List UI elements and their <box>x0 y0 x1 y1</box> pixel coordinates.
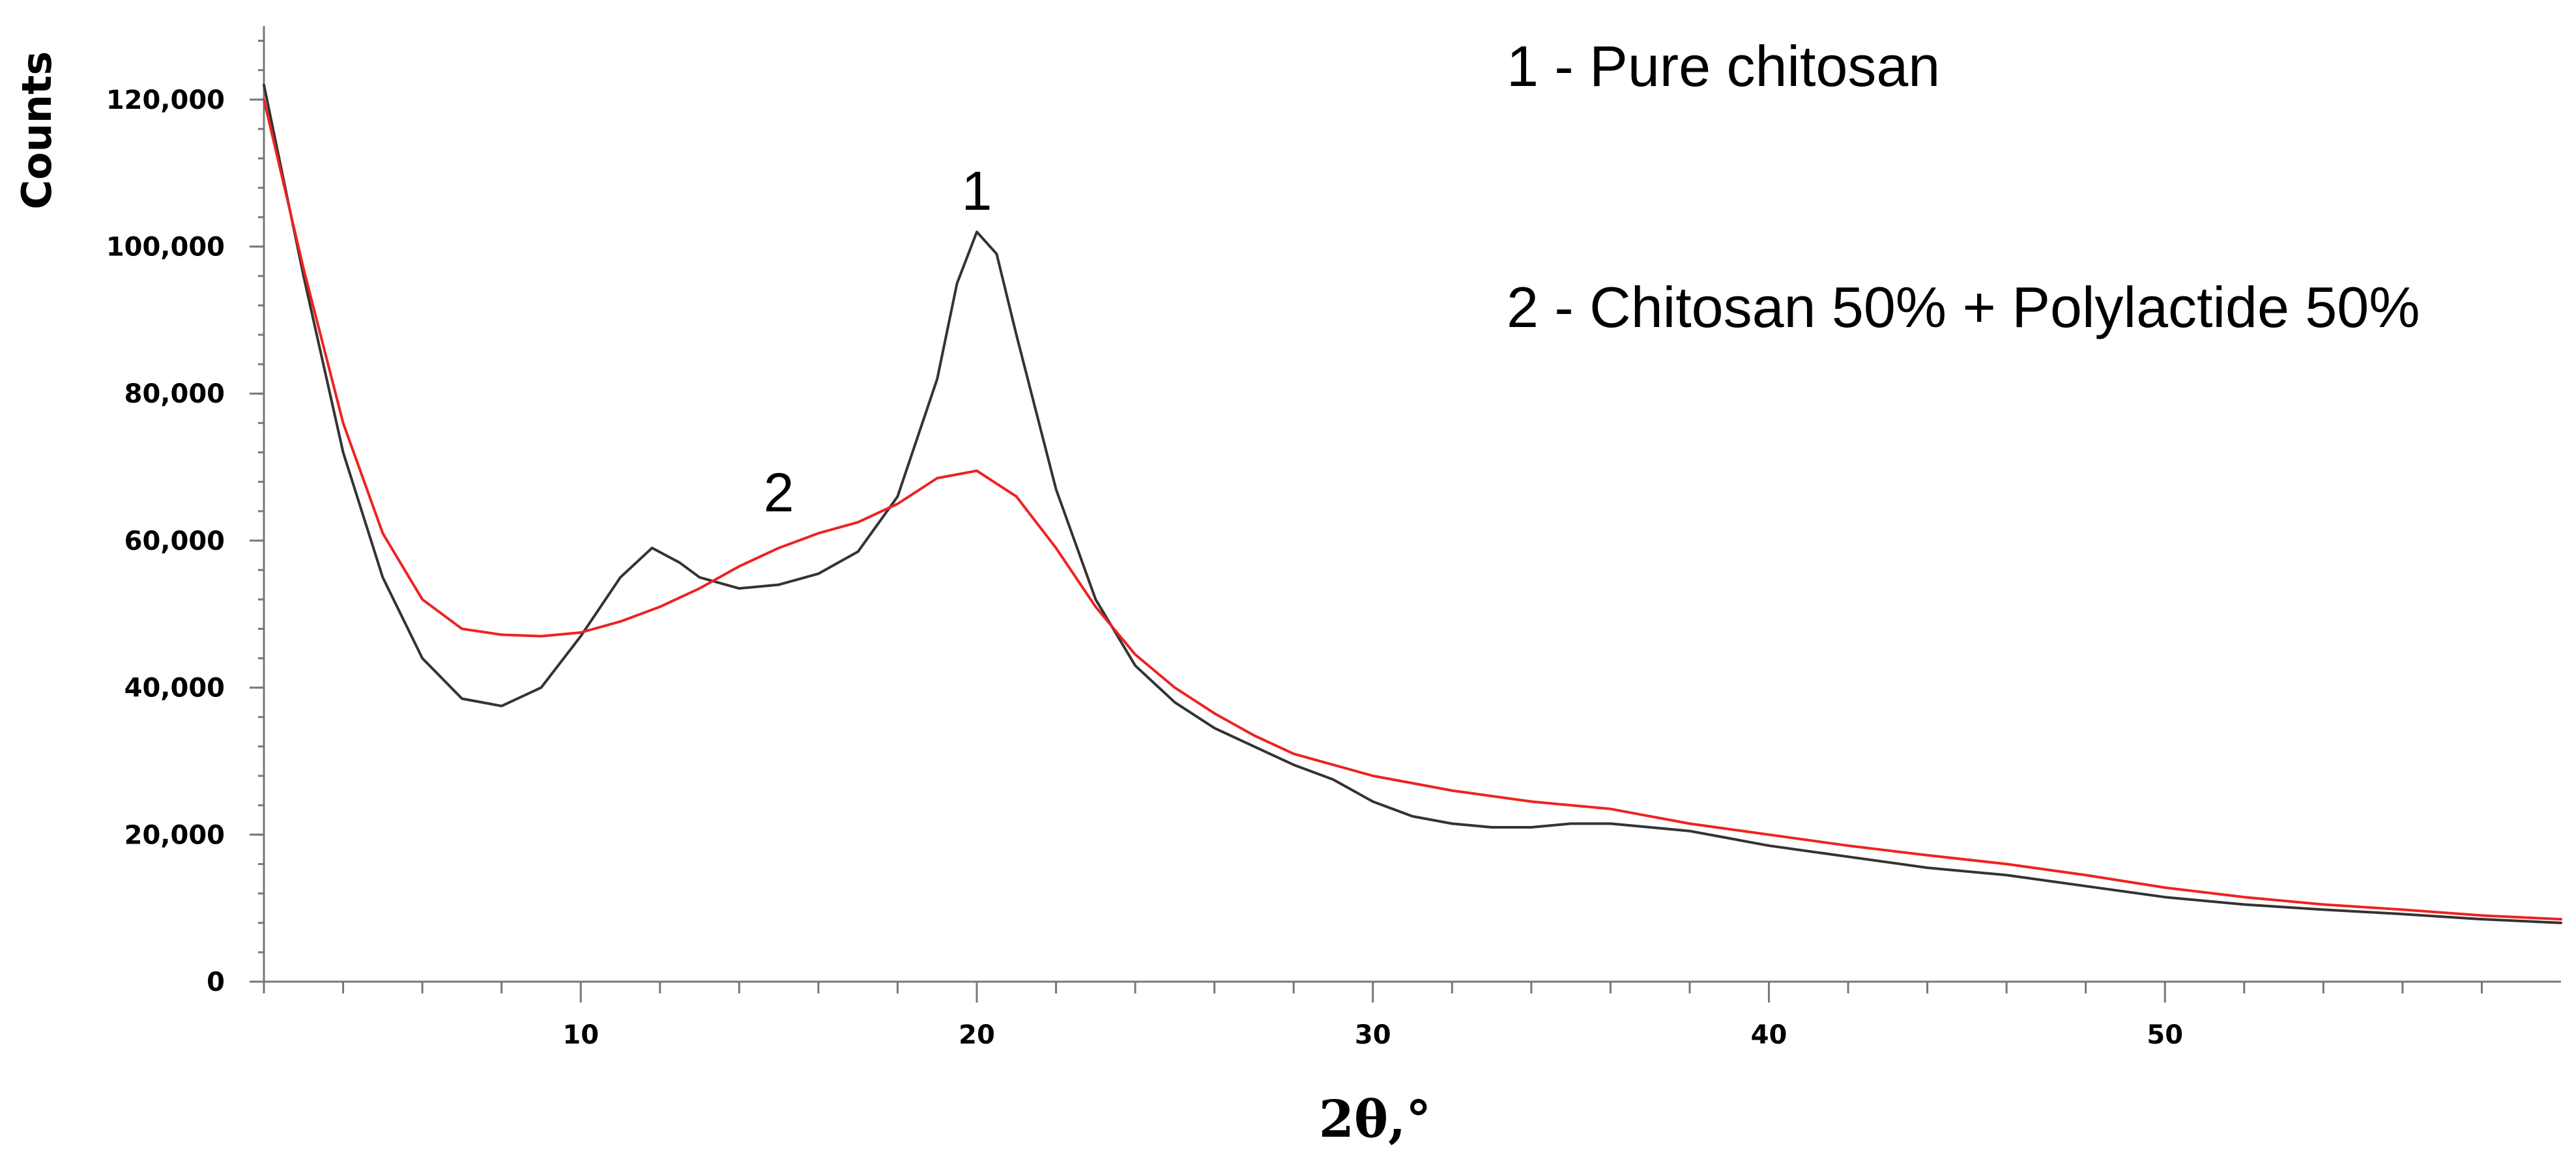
x-tick-labels: 10 20 30 40 50 <box>562 1020 2183 1050</box>
x-minor-ticks <box>263 982 2483 993</box>
y-major-ticks <box>250 98 264 983</box>
curve-label-2: 2 <box>764 462 794 523</box>
peak-label-1: 1 <box>962 160 992 221</box>
y-tick-label: 80,000 <box>124 379 225 409</box>
y-tick-label: 40,000 <box>124 674 225 704</box>
x-major-ticks <box>579 982 2166 1003</box>
x-tick-label: 50 <box>2147 1020 2183 1050</box>
y-tick-labels: 0 20,000 40,000 60,000 80,000 100,000 120,000 <box>106 85 225 997</box>
x-tick-label: 20 <box>959 1020 995 1050</box>
y-tick-label: 20,000 <box>124 820 225 850</box>
legend-entry-2: 2 - Chitosan 50% + Polylactide 50% <box>1507 275 2420 339</box>
x-tick-label: 30 <box>1355 1020 1391 1050</box>
y-axis-title: Counts <box>13 51 61 210</box>
x-tick-label: 10 <box>562 1020 599 1050</box>
y-tick-label: 60,000 <box>124 526 225 556</box>
series-line-2 <box>263 98 2562 921</box>
legend-entry-1: 1 - Pure chitosan <box>1507 34 1940 98</box>
y-tick-label: 0 <box>207 967 225 997</box>
x-tick-label: 40 <box>1751 1020 1787 1050</box>
series-group <box>263 83 2562 924</box>
series-line-1 <box>263 83 2562 924</box>
y-tick-label: 100,000 <box>106 233 225 263</box>
y-tick-label: 120,000 <box>106 85 225 115</box>
x-axis-title: 2θ,° <box>1319 1090 1431 1149</box>
